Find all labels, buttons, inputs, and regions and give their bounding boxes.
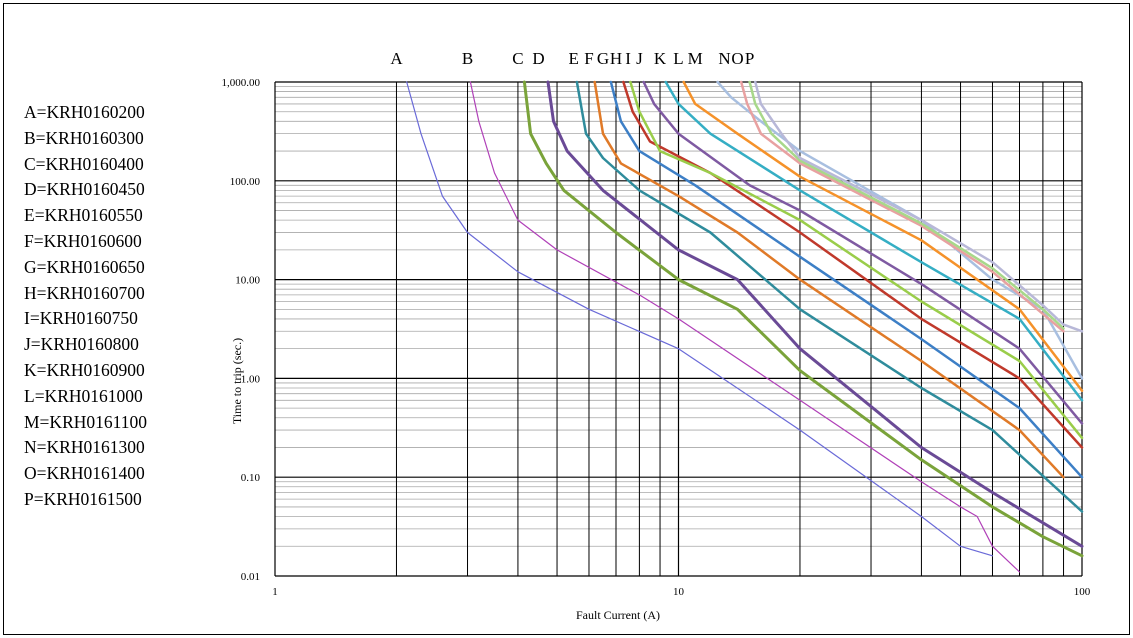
y-tick-label: 1.00 [241,373,261,385]
legend-entry: O=KRH0161400 [24,463,145,484]
x-tick-label: 1 [272,586,278,598]
x-tick-labels: 1 10 100 [272,586,1091,598]
y-tick-label: 1,000.00 [222,77,261,89]
marker-label: D [532,49,544,68]
marker-label: I [625,49,631,68]
trip-curve-P [754,80,1084,333]
legend-entry: A=KRH0160200 [24,102,145,122]
trip-curve-F [593,80,1065,479]
trip-curve-O [748,80,1065,330]
legend-entry: D=KRH0160450 [24,179,145,200]
trip-curve-L [682,80,1084,392]
x-tick-label: 100 [1074,586,1091,598]
marker-label: L [673,49,683,68]
marker-label: H [610,49,622,68]
y-tick-label: 0.01 [241,571,260,583]
marker-label: J [636,49,643,68]
legend-entry: C=KRH0160400 [24,153,144,174]
legend-entry: B=KRH0160300 [24,127,144,148]
legend-entry: I=KRH0160750 [24,308,138,329]
legend-entry: M=KRH0161100 [24,411,147,432]
legend-entry: G=KRH0160650 [24,256,145,277]
legend-entry: F=KRH0160600 [24,230,142,251]
trip-curve-C [522,80,1084,558]
marker-label: P [745,49,754,68]
marker-label: G [597,49,609,68]
x-axis-label: Fault Current (A) [576,608,660,622]
y-axis-label: Time to trip (sec.) [230,338,244,424]
trip-curve-D [546,80,1084,548]
trip-curve-I [629,80,1084,440]
marker-label: C [512,49,523,68]
y-tick-label: 0.10 [241,472,261,484]
marker-label: A [390,49,403,68]
marker-label: N [718,49,730,68]
marker-label: E [569,49,579,68]
marker-label: M [688,49,703,68]
trip-curve-J [642,80,1084,425]
legend-entry: K=KRH0160900 [24,359,145,380]
y-tick-labels: 0.01 0.10 1.00 10.00 100.00 1,000.00 [222,77,261,583]
trip-curve-N [739,80,1065,333]
legend-entry: E=KRH0160550 [24,205,143,226]
trip-curves [406,80,1084,573]
legend-entry: P=KRH0161500 [24,488,142,509]
marker-label: K [654,49,667,68]
x-tick-label: 10 [673,586,685,598]
marker-label: B [462,49,473,68]
legend-entry: J=KRH0160800 [24,334,139,355]
trip-curve-G [609,80,1084,479]
marker-label: O [731,49,743,68]
trip-curve-M [716,80,1084,380]
trip-curve-K [664,80,1084,402]
legend-entry: H=KRH0160700 [24,282,145,303]
y-tick-label: 100.00 [230,176,261,188]
trip-curve-H [622,80,1084,449]
y-tick-label: 10.00 [235,275,260,287]
legend-entry: L=KRH0161000 [24,385,143,406]
marker-label: F [584,49,593,68]
legend-entry: N=KRH0161300 [24,437,145,458]
trip-curve-E [575,80,1084,513]
trip-curve-A [406,81,994,557]
trip-curve-B [469,81,1021,573]
legend: A=KRH0160200 B=KRH0160300 C=KRH0160400 D=KR… [24,100,147,513]
